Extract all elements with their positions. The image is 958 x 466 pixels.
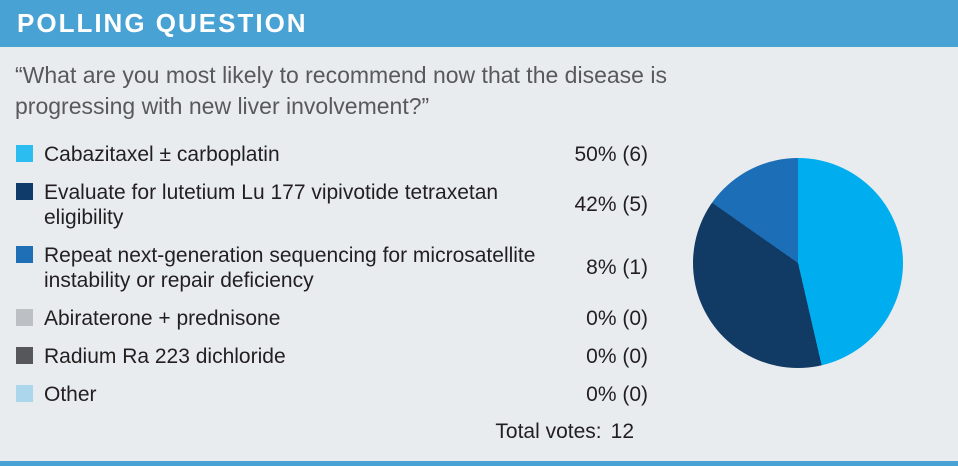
legend-swatch-icon xyxy=(16,309,33,326)
poll-option-left: Other xyxy=(16,382,538,407)
question-text: “What are you most likely to recommend n… xyxy=(15,62,667,119)
poll-option-row: Other 0% (0) xyxy=(16,382,648,407)
poll-option-left: Cabazitaxel ± carboplatin xyxy=(16,142,538,167)
total-votes: Total votes: 12 xyxy=(16,420,634,444)
poll-option-row: Repeat next-generation sequencing for mi… xyxy=(16,243,648,293)
option-label: Evaluate for lutetium Lu 177 vipivotide … xyxy=(44,181,499,229)
poll-option-left: Evaluate for lutetium Lu 177 vipivotide … xyxy=(16,180,538,230)
option-percent: 0% (0) xyxy=(586,382,648,406)
total-votes-value: 12 xyxy=(610,420,634,443)
option-label: Radium Ra 223 dichloride xyxy=(44,345,286,368)
poll-option-left: Abiraterone + prednisone xyxy=(16,306,538,331)
option-percent: 0% (0) xyxy=(586,306,648,330)
option-percent: 42% (5) xyxy=(574,193,648,216)
option-percent: 0% (0) xyxy=(586,344,648,368)
pie-chart xyxy=(693,158,903,368)
legend-swatch-icon xyxy=(16,183,33,200)
option-label: Cabazitaxel ± carboplatin xyxy=(44,143,280,166)
total-votes-label: Total votes: xyxy=(495,420,602,443)
header-bar: POLLING QUESTION xyxy=(0,0,958,47)
option-label: Repeat next-generation sequencing for mi… xyxy=(44,244,536,292)
legend-swatch-icon xyxy=(16,145,33,162)
bottom-accent-bar xyxy=(0,461,958,466)
page-title: POLLING QUESTION xyxy=(17,8,308,38)
poll-option-row: Cabazitaxel ± carboplatin 50% (6) xyxy=(16,142,648,167)
legend-swatch-icon xyxy=(16,347,33,364)
poll-option-left: Repeat next-generation sequencing for mi… xyxy=(16,243,538,293)
poll-option-row: Radium Ra 223 dichloride 0% (0) xyxy=(16,344,648,369)
legend-swatch-icon xyxy=(16,246,33,263)
poll-option-left: Radium Ra 223 dichloride xyxy=(16,344,538,369)
option-label: Abiraterone + prednisone xyxy=(44,307,281,330)
poll-option-row: Evaluate for lutetium Lu 177 vipivotide … xyxy=(16,180,648,230)
legend-swatch-icon xyxy=(16,385,33,402)
option-percent: 50% (6) xyxy=(574,142,648,166)
poll-option-row: Abiraterone + prednisone 0% (0) xyxy=(16,306,648,331)
option-label: Other xyxy=(44,383,97,406)
poll-options: Cabazitaxel ± carboplatin 50% (6) Evalua… xyxy=(16,142,648,407)
option-percent: 8% (1) xyxy=(586,256,648,279)
